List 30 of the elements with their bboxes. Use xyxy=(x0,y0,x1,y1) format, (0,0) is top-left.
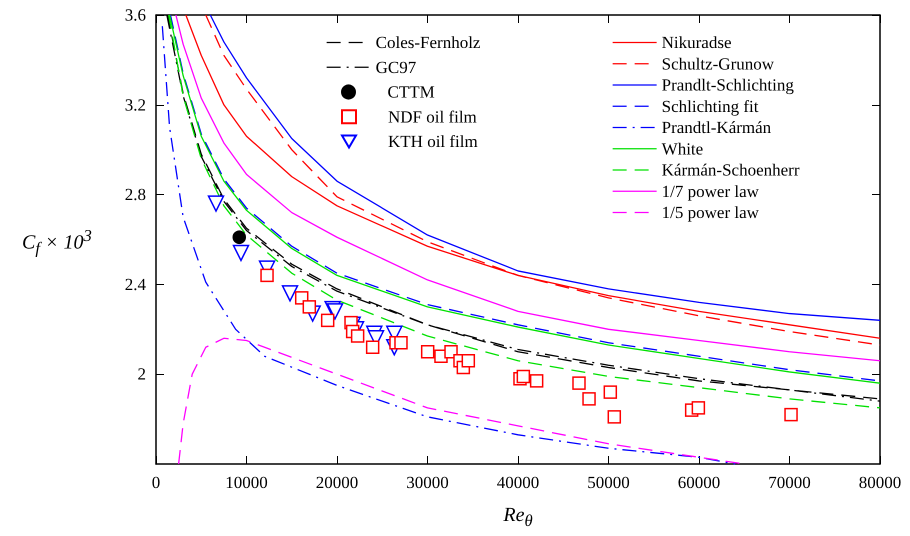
y-tick-label: 2.4 xyxy=(124,274,146,294)
x-axis-title: Re$_{θ}$ xyxy=(503,504,533,531)
legend-label: Schlichting fit xyxy=(662,96,759,116)
legend-label: CTTM xyxy=(388,82,435,102)
legend-label: 1/5 power law xyxy=(662,203,760,222)
legend-label: Kármán-Schoenherr xyxy=(662,160,800,180)
x-tick-label: 40000 xyxy=(496,473,540,492)
x-tick-label: 20000 xyxy=(316,473,358,492)
legend-label: KTH oil film xyxy=(388,132,478,151)
y-tick-label: 3.6 xyxy=(124,6,146,24)
legend-label: Coles-Fernholz xyxy=(376,33,481,52)
x-tick-label: 50000 xyxy=(587,473,630,492)
legend-label: Prandtl-Kármán xyxy=(662,118,772,137)
x-tick-label: 10000 xyxy=(225,473,268,492)
legend-label: GC97 xyxy=(376,58,417,77)
legend-label: 1/7 power law xyxy=(662,182,760,201)
x-tick-label: 60000 xyxy=(678,473,720,492)
legend-label: White xyxy=(662,139,704,158)
y-tick-label: 3.2 xyxy=(124,95,146,114)
x-tick-label: 70000 xyxy=(768,473,811,492)
legend-label: Prandlt-Schlichting xyxy=(662,76,794,94)
y-tick-label: 2.8 xyxy=(124,185,146,204)
x-tick-label: 30000 xyxy=(406,473,449,492)
x-tick-label: 0 xyxy=(152,473,160,492)
legend-label: Nikuradse xyxy=(662,33,732,52)
x-tick-label: 80000 xyxy=(858,473,902,492)
y-axis-title: C$_{f}$ × 10$^{3}$ xyxy=(22,226,92,259)
legend-label: Schultz-Grunow xyxy=(662,54,775,74)
legend-label: NDF oil film xyxy=(388,107,477,126)
y-tick-label: 2 xyxy=(138,364,146,384)
